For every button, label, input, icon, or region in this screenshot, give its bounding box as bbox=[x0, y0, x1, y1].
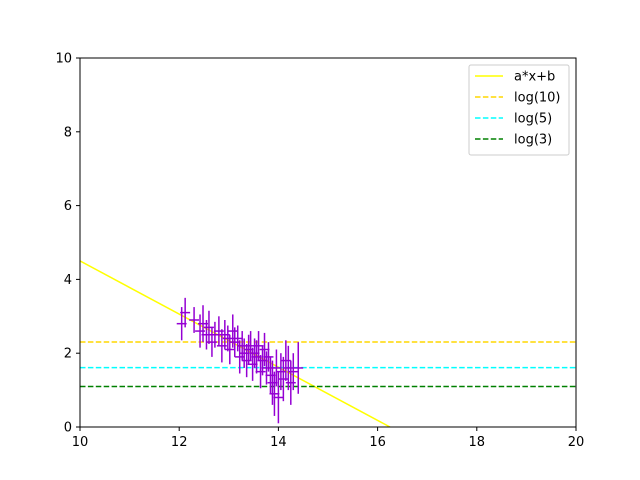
data-point bbox=[237, 331, 248, 361]
data-point bbox=[280, 340, 291, 381]
legend-label-3: log(3) bbox=[514, 133, 552, 148]
y-tick-label: 6 bbox=[64, 199, 72, 214]
x-tick-label: 10 bbox=[72, 435, 89, 450]
data-point bbox=[201, 319, 212, 350]
x-tick-label: 20 bbox=[568, 435, 585, 450]
legend-label-0: a*x+b bbox=[514, 70, 555, 85]
y-tick-label: 2 bbox=[64, 347, 72, 362]
y-tick-label: 4 bbox=[64, 273, 72, 288]
legend-label-1: log(10) bbox=[514, 91, 561, 106]
x-tick-label: 12 bbox=[171, 435, 188, 450]
data-point bbox=[288, 353, 299, 391]
y-tick-label: 0 bbox=[64, 421, 72, 436]
axes-frame bbox=[79, 57, 577, 428]
legend-label-2: log(5) bbox=[514, 112, 552, 127]
data-point bbox=[273, 371, 284, 424]
plot-marks bbox=[80, 260, 576, 427]
data-point bbox=[263, 342, 274, 372]
data-point bbox=[275, 353, 286, 391]
data-point bbox=[232, 325, 243, 352]
x-tick-label: 18 bbox=[469, 435, 486, 450]
data-point bbox=[293, 342, 304, 394]
x-tick-label: 14 bbox=[270, 435, 287, 450]
data-point bbox=[180, 297, 191, 328]
legend: a*x+b log(10) log(5) log(3) bbox=[468, 64, 570, 156]
data-point bbox=[189, 307, 200, 333]
x-tick-label: 16 bbox=[369, 435, 386, 450]
data-point bbox=[239, 338, 250, 368]
data-point bbox=[222, 325, 233, 352]
plot-area bbox=[80, 260, 576, 427]
y-tick-label: 10 bbox=[55, 52, 72, 67]
axes: 10 12 14 16 18 20 0 2 4 6 8 10 bbox=[55, 52, 584, 451]
data-point bbox=[285, 360, 296, 405]
data-point bbox=[271, 349, 282, 387]
legend-box bbox=[468, 64, 570, 156]
data-point bbox=[224, 334, 235, 365]
data-point bbox=[278, 356, 289, 402]
y-tick-label: 8 bbox=[64, 125, 72, 140]
